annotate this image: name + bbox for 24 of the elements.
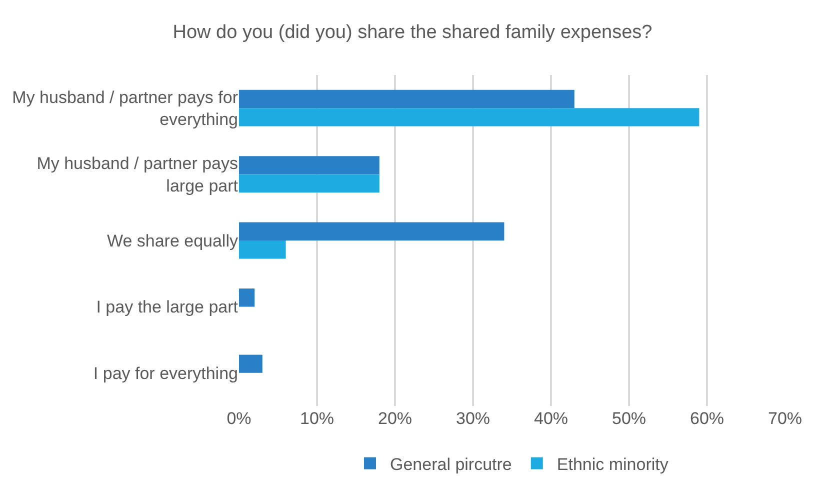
bar [239, 354, 262, 373]
x-tick-label: 40% [534, 409, 568, 428]
bar [239, 90, 574, 108]
y-tick-label: I pay the large part [96, 298, 238, 317]
x-tick-label: 0% [226, 409, 252, 428]
bar [239, 108, 700, 126]
legend-label: General pircutre [390, 454, 512, 474]
bar [239, 174, 380, 193]
x-tick-label: 70% [768, 409, 802, 428]
y-tick-label: My husband / partner pays for everything [12, 88, 238, 130]
x-tick-label: 10% [300, 409, 334, 428]
bar [239, 240, 286, 259]
bar [239, 156, 380, 174]
x-tick-label: 50% [612, 409, 646, 428]
y-tick-label: I pay for everything [93, 364, 238, 383]
chart-title: How do you (did you) share the shared family expenses? [172, 22, 652, 43]
x-tick-label: 20% [378, 409, 412, 428]
legend-label: Ethnic minority [556, 454, 669, 474]
y-tick-label: My husband / partner pays large part [36, 154, 238, 196]
y-tick-label: We share equally [106, 231, 238, 250]
bar [239, 222, 504, 240]
bar [239, 288, 255, 307]
x-tick-label: 30% [456, 409, 490, 428]
x-tick-label: 60% [690, 409, 724, 428]
